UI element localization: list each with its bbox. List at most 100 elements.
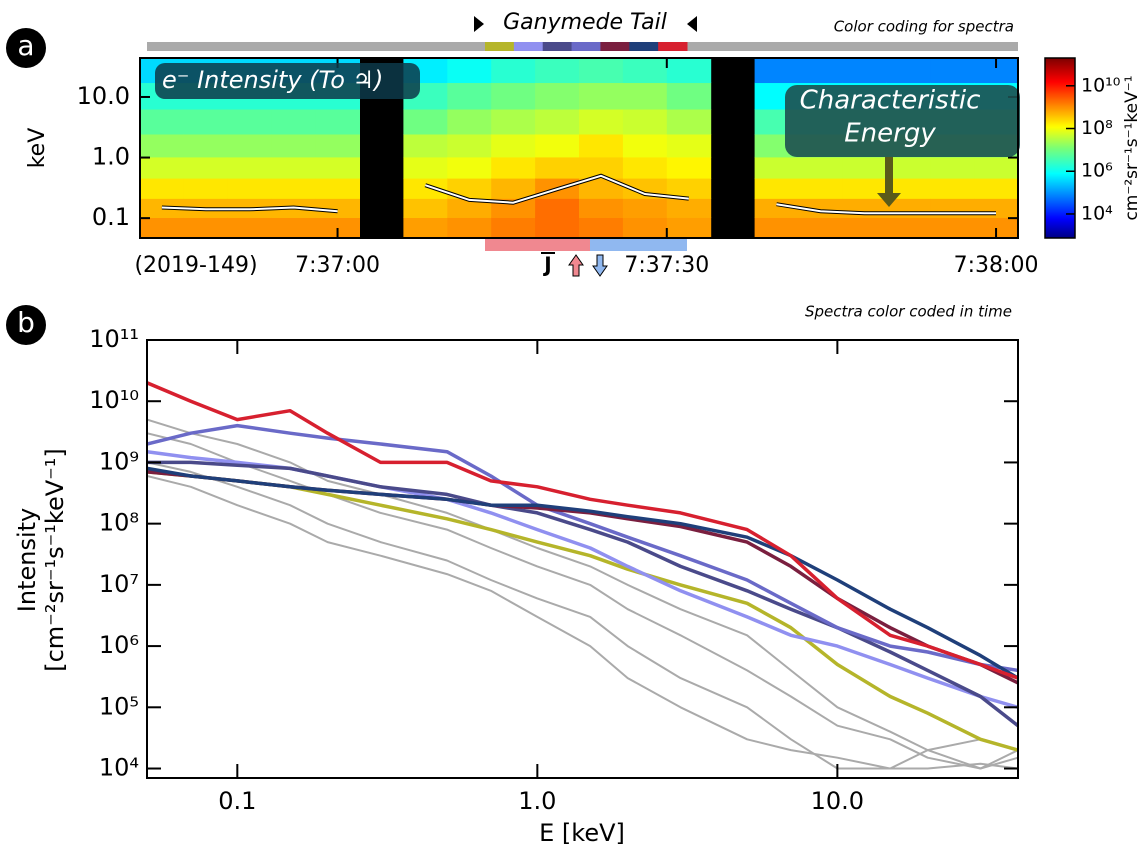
colorbar-segment xyxy=(1045,134,1075,137)
colorbar-segment xyxy=(1045,210,1075,213)
annotation: Characteristic xyxy=(800,86,981,116)
heatmap-cell xyxy=(666,198,712,218)
colorbar-segment xyxy=(1045,172,1075,175)
colorbar-segment xyxy=(1045,220,1075,223)
heatmap-cell xyxy=(535,198,580,218)
heatmap-cell xyxy=(579,58,624,84)
heatmap-cell xyxy=(798,156,843,179)
heatmap-cell xyxy=(622,133,668,158)
panel-badge xyxy=(6,305,46,345)
colorbar-label: cm⁻²sr⁻¹s⁻¹keV⁻¹ xyxy=(1122,75,1142,220)
colorbar-segment xyxy=(1045,164,1075,167)
colorbar-segment xyxy=(1045,132,1075,135)
colorbar-segment xyxy=(1045,104,1075,107)
heatmap-cell xyxy=(930,217,975,238)
spectrum-line xyxy=(147,461,1018,770)
heatmap-cell xyxy=(227,156,273,179)
colorbar-segment xyxy=(1045,102,1075,105)
colorbar-segment xyxy=(1045,58,1075,61)
heatmap-cell xyxy=(842,156,887,179)
x-axis-label: E [keV] xyxy=(539,819,625,847)
color-coding-swatch xyxy=(571,42,601,51)
colorbar-segment xyxy=(1045,226,1075,229)
colorbar-segment xyxy=(1045,212,1075,215)
colorbar-segment xyxy=(1045,216,1075,219)
heatmap-cell xyxy=(447,82,492,110)
heatmap-cell xyxy=(271,217,317,238)
colorbar-segment xyxy=(1045,122,1075,125)
heatmap-cell xyxy=(974,178,1018,199)
colorbar-segment xyxy=(1045,118,1075,121)
spectrum-line xyxy=(147,475,1018,770)
heatmap-cell xyxy=(403,198,448,218)
colorbar-segment xyxy=(1045,68,1075,71)
colorbar-segment xyxy=(1045,214,1075,217)
colorbar-segment xyxy=(1045,70,1075,73)
colorbar-segment xyxy=(1045,176,1075,179)
colorbar-segment xyxy=(1045,208,1075,211)
heatmap-cell xyxy=(183,178,229,199)
colorbar-segment xyxy=(1045,112,1075,115)
heatmap-cell xyxy=(315,156,360,179)
spectrum-line xyxy=(147,432,1018,770)
heatmap-cell xyxy=(447,156,492,179)
colorbar-segment xyxy=(1045,230,1075,233)
arrow-up xyxy=(568,254,584,277)
heatmap-cell xyxy=(535,58,580,84)
colorbar-tick-label: 10⁸ xyxy=(1081,117,1113,139)
heatmap-cell xyxy=(403,133,448,158)
colorbar-segment xyxy=(1045,224,1075,227)
heatmap-cell xyxy=(579,156,624,179)
colorbar-segment xyxy=(1045,146,1075,149)
heatmap-cell xyxy=(798,178,843,199)
heatmap-cell xyxy=(535,217,580,238)
colorbar-segment xyxy=(1045,60,1075,63)
spectrum-line xyxy=(147,466,1018,680)
y-tick-label: 10⁹ xyxy=(99,447,139,475)
colorbar-segment xyxy=(1045,90,1075,93)
colorbar-segment xyxy=(1045,144,1075,147)
colorbar-segment xyxy=(1045,98,1075,101)
heatmap-cell xyxy=(140,109,185,135)
label-box xyxy=(785,85,1020,157)
heatmap-cell xyxy=(622,198,668,218)
colorbar-segment xyxy=(1045,120,1075,123)
heatmap-cell xyxy=(183,133,229,158)
heatmap-cell xyxy=(403,178,448,199)
colorbar-segment xyxy=(1045,78,1075,81)
colorbar-segment xyxy=(1045,74,1075,77)
colorbar-segment xyxy=(1045,110,1075,113)
heatmap-cell xyxy=(271,133,317,158)
colorbar-segment xyxy=(1045,204,1075,207)
colorbar-segment xyxy=(1045,106,1075,109)
colorbar-segment xyxy=(1045,84,1075,87)
heatmap-cell xyxy=(140,178,185,199)
colorbar-segment xyxy=(1045,228,1075,231)
colorbar-segment xyxy=(1045,64,1075,67)
colorbar-segment xyxy=(1045,200,1075,203)
heatmap-cell xyxy=(227,109,273,135)
y-tick-label: 10¹¹ xyxy=(89,325,139,353)
colorbar-segment xyxy=(1045,156,1075,159)
label-box xyxy=(155,63,420,99)
colorbar-segment xyxy=(1045,150,1075,153)
panel-label: a xyxy=(17,29,34,62)
heatmap-cell xyxy=(886,156,931,179)
colorbar-tick-label: 10⁶ xyxy=(1081,160,1113,182)
heatmap-cell xyxy=(227,217,273,238)
heatmap-cell xyxy=(140,156,185,179)
color-coding-swatch xyxy=(542,42,573,51)
heatmap-cell xyxy=(754,217,799,238)
heatmap-cell xyxy=(535,156,580,179)
heatmap-cell xyxy=(974,217,1018,238)
colorbar-segment xyxy=(1045,62,1075,65)
plot-frame xyxy=(146,339,1019,779)
heatmap-cell xyxy=(666,82,712,110)
heatmap-cell xyxy=(622,156,668,179)
colorbar-segment xyxy=(1045,196,1075,199)
arrow-shaft xyxy=(885,157,893,195)
colorbar-segment xyxy=(1045,198,1075,201)
heatmap-cell xyxy=(403,217,448,238)
heatmap-cell xyxy=(798,217,843,238)
heatmap-cell xyxy=(754,58,799,84)
